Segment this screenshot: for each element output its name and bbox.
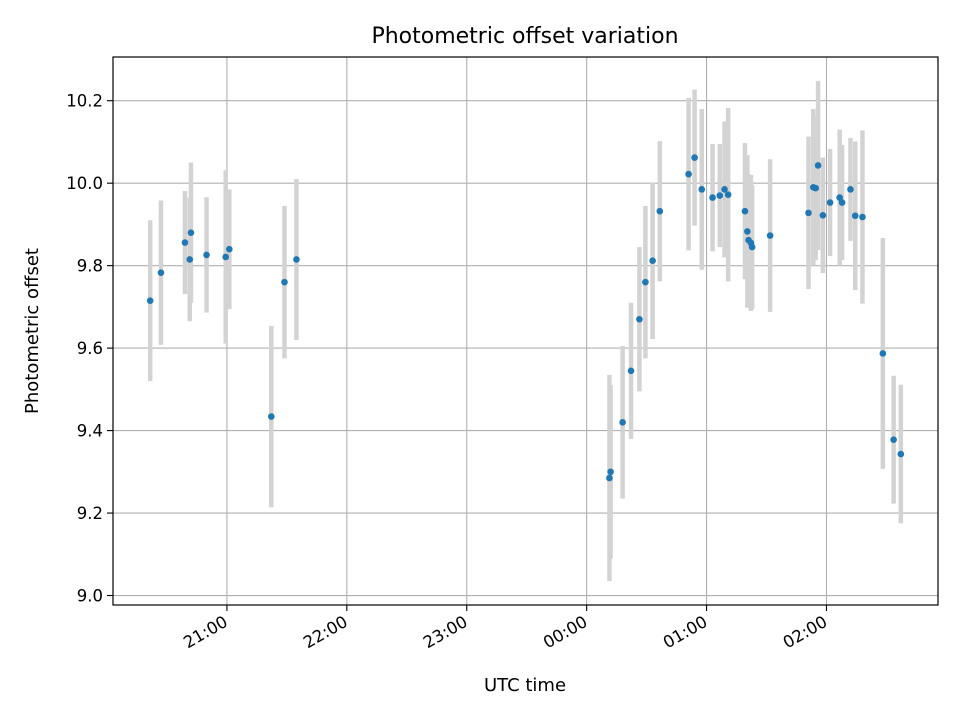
y-tick-label: 9.6 (77, 339, 103, 358)
chart-title: Photometric offset variation (371, 24, 678, 49)
data-point (897, 450, 905, 458)
data-point (890, 436, 897, 443)
data-point (721, 186, 728, 193)
y-axis-label: Photometric offset (22, 248, 43, 414)
data-point (724, 191, 732, 199)
data-point (627, 367, 635, 375)
y-tick-label: 9.8 (77, 257, 103, 276)
data-point (859, 213, 866, 221)
data-point (293, 256, 300, 263)
data-point (879, 350, 887, 357)
data-point (709, 194, 716, 201)
data-point (847, 186, 854, 193)
data-point (267, 413, 275, 420)
data-point (642, 278, 649, 286)
data-point (805, 209, 812, 217)
grid-lines (113, 57, 938, 605)
x-axis-label: UTC time (484, 675, 566, 696)
data-point (851, 212, 859, 220)
data-points (146, 154, 905, 482)
data-point (146, 297, 154, 304)
data-point (186, 256, 194, 263)
data-point (222, 253, 230, 261)
plot-area-frame (112, 56, 939, 606)
data-point (636, 315, 643, 323)
y-tick-label: 10.2 (66, 92, 103, 111)
y-tick-label: 10.0 (66, 174, 103, 193)
data-point (187, 229, 195, 236)
y-tick-label: 9.2 (77, 504, 103, 523)
data-point (741, 207, 749, 215)
data-point (203, 251, 210, 259)
data-point (838, 199, 846, 206)
data-point (826, 199, 834, 206)
data-point (812, 184, 819, 192)
data-point (814, 162, 822, 169)
data-point (607, 468, 614, 476)
data-point (819, 212, 827, 219)
data-point (226, 245, 233, 253)
data-point (606, 474, 613, 482)
data-point (744, 228, 751, 235)
data-point (698, 186, 706, 193)
data-point (281, 278, 288, 286)
data-point (836, 194, 843, 201)
data-point (766, 232, 774, 239)
data-point (181, 239, 189, 246)
data-point (716, 192, 724, 199)
y-tick-label: 9.0 (77, 587, 103, 606)
y-tick-label: 9.4 (77, 422, 103, 441)
data-point (685, 170, 692, 178)
data-point (748, 243, 756, 251)
data-point (691, 154, 698, 161)
data-point (656, 207, 664, 215)
data-point (649, 257, 656, 264)
data-point (619, 419, 626, 426)
data-point (157, 269, 165, 276)
